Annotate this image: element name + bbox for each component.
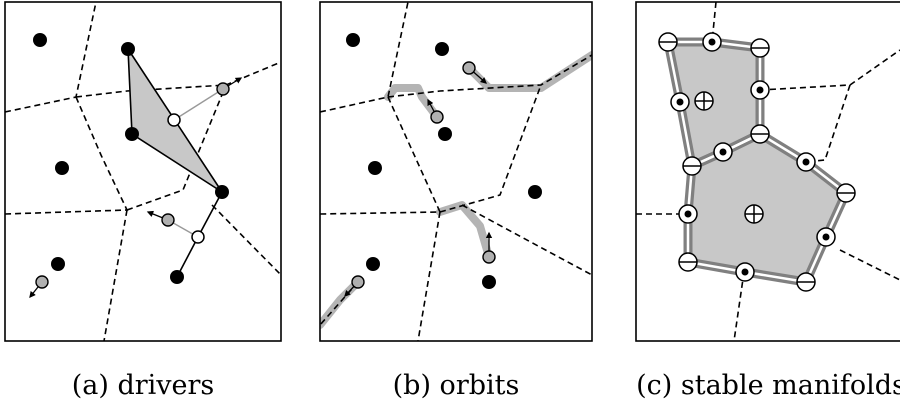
panel-c-frame xyxy=(635,1,900,342)
gray-points-a xyxy=(35,82,230,289)
driver-black-links xyxy=(176,191,223,278)
panel-a-frame xyxy=(4,1,282,342)
dot-circle-icon xyxy=(670,32,836,282)
panel-c: (c) stable manifolds xyxy=(635,1,900,401)
caption-b: (b) orbits xyxy=(393,370,520,401)
panel-b-frame xyxy=(319,1,593,342)
caption-c: (c) stable manifolds xyxy=(636,370,900,401)
panel-a: (a) drivers xyxy=(4,1,282,401)
sites-a xyxy=(33,33,229,284)
gray-points-b xyxy=(351,61,496,289)
plus-circle-icon xyxy=(694,91,764,224)
minus-circle-icon xyxy=(658,32,856,292)
caption-a: (a) drivers xyxy=(72,370,215,401)
voronoi-edges-b xyxy=(320,2,592,341)
sites-b xyxy=(346,33,542,289)
panel-b: (b) orbits xyxy=(319,1,593,401)
drivers-a xyxy=(167,113,205,244)
voronoi-edges-a xyxy=(5,2,281,341)
